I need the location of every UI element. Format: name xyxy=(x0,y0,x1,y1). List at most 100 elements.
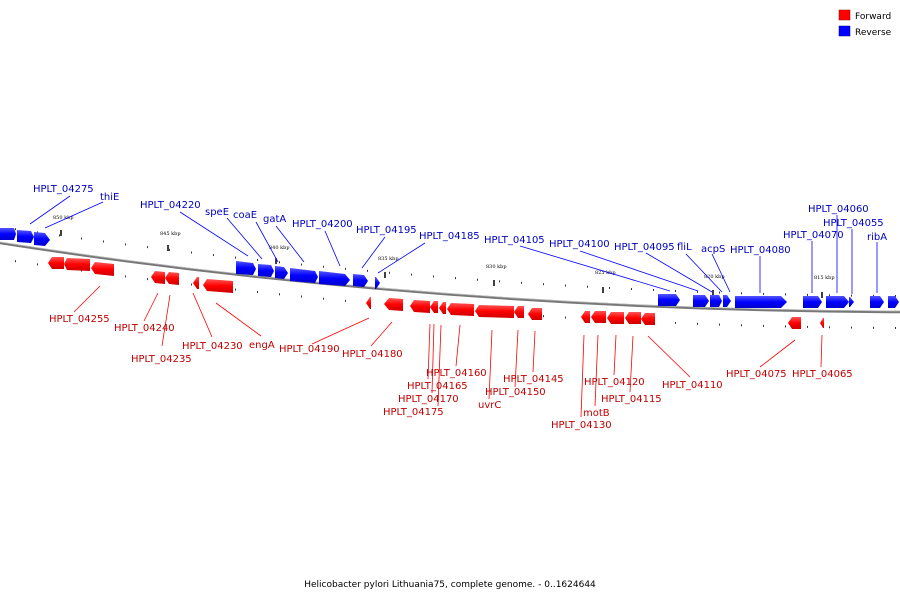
minor-tick xyxy=(829,294,830,297)
minor-tick xyxy=(873,294,874,297)
tick-label: 840 kbp xyxy=(269,245,290,251)
gene-label: HPLT_04230 xyxy=(182,341,243,352)
minor-tick xyxy=(719,323,720,326)
minor-tick xyxy=(191,283,192,286)
minor-tick xyxy=(169,248,170,251)
gene-label: HPLT_04075 xyxy=(726,369,787,380)
gene-label: HPLT_04105 xyxy=(484,235,545,246)
gene-reverse xyxy=(0,228,16,240)
minor-tick xyxy=(191,251,192,254)
minor-tick xyxy=(873,326,874,329)
minor-tick xyxy=(807,293,808,296)
minor-tick xyxy=(103,240,104,243)
legend-reverse-label: Reverse xyxy=(855,28,892,38)
gene-label: engA xyxy=(249,340,275,351)
tick-845: 845 kbp xyxy=(160,231,181,251)
gene-label: HPLT_04170 xyxy=(398,394,459,405)
forward-labels: HPLT_04255 HPLT_04240 HPLT_04235 HPLT_04… xyxy=(49,314,853,431)
reverse-labels: HPLT_04275 thiE HPLT_04220 speE coaE gat… xyxy=(33,184,887,256)
minor-tick xyxy=(719,291,720,294)
gene-label: ribA xyxy=(867,232,887,243)
tick-label: 850 kbp xyxy=(53,215,74,221)
minor-tick xyxy=(763,324,764,327)
minor-tick xyxy=(279,293,280,296)
minor-tick xyxy=(433,275,434,278)
scale-ticks: 850 kbp 845 kbp 840 kbp 835 kbp 830 kbp … xyxy=(53,215,835,298)
gene-label: HPLT_04240 xyxy=(114,323,175,334)
minor-tick xyxy=(125,275,126,278)
genome-backbone-highlight xyxy=(0,241,900,312)
gene-forward xyxy=(439,302,446,314)
reverse-strand xyxy=(0,228,899,308)
minor-tick xyxy=(653,289,654,292)
minor-tick xyxy=(323,265,324,268)
tick-label: 815 kbp xyxy=(814,275,835,281)
minor-tick xyxy=(609,286,610,289)
legend: Forward Reverse xyxy=(838,9,892,38)
minor-tick xyxy=(521,281,522,284)
gene-forward xyxy=(203,279,233,293)
minor-tick xyxy=(587,285,588,288)
minor-tick xyxy=(37,263,38,266)
minor-tick xyxy=(147,246,148,249)
gene-reverse xyxy=(826,296,849,308)
minor-tick xyxy=(631,287,632,290)
minor-tick xyxy=(455,277,456,280)
gene-label: HPLT_04065 xyxy=(792,369,853,380)
minor-tick xyxy=(829,326,830,329)
gene-forward xyxy=(581,311,590,323)
gene-forward xyxy=(410,300,430,313)
tick-850: 850 kbp xyxy=(53,215,74,236)
forward-leaders xyxy=(73,285,823,418)
gene-reverse xyxy=(723,295,731,307)
gene-label: HPLT_04235 xyxy=(131,354,192,365)
minor-tick xyxy=(125,243,126,246)
gene-label: HPLT_04150 xyxy=(485,387,546,398)
gene-forward xyxy=(625,312,641,324)
tick-label: 835 kbp xyxy=(378,256,399,262)
genome-backbone xyxy=(0,241,900,314)
minor-tick xyxy=(697,290,698,293)
gene-forward xyxy=(591,311,606,323)
gene-label: coaE xyxy=(233,210,257,221)
tick-label: 845 kbp xyxy=(160,231,181,237)
gene-label: fliL xyxy=(677,242,692,253)
tick-830: 830 kbp xyxy=(486,264,507,286)
gene-label: HPLT_04275 xyxy=(33,184,94,195)
minor-tick xyxy=(81,237,82,240)
tick-835: 835 kbp xyxy=(378,256,399,278)
minor-tick xyxy=(565,284,566,287)
minor-tick xyxy=(411,273,412,276)
gene-label: HPLT_04145 xyxy=(503,374,564,385)
gene-label: HPLT_04070 xyxy=(783,230,844,241)
minor-tick xyxy=(675,289,676,292)
tick-840: 840 kbp xyxy=(269,245,290,264)
gene-label: HPLT_04130 xyxy=(551,420,612,431)
gene-reverse xyxy=(258,264,274,277)
tick-825: 825 kbp xyxy=(595,270,616,293)
gene-forward xyxy=(193,277,199,289)
forward-strand xyxy=(48,257,824,329)
minor-tick xyxy=(851,326,852,329)
gene-reverse xyxy=(849,297,854,307)
gene-label: HPLT_04185 xyxy=(419,231,480,242)
minor-tick xyxy=(851,294,852,297)
gene-label: HPLT_04255 xyxy=(49,314,110,325)
gene-forward xyxy=(384,298,403,311)
minor-tick xyxy=(15,228,16,231)
gene-reverse xyxy=(275,266,288,279)
gene-label: acpS xyxy=(701,244,725,255)
minor-tick xyxy=(323,297,324,300)
minor-tick xyxy=(565,316,566,319)
gene-forward xyxy=(48,257,64,269)
caption: Helicobacter pylori Lithuania75, complet… xyxy=(304,580,596,590)
gene-reverse xyxy=(658,294,680,306)
gene-label: HPLT_04110 xyxy=(662,380,723,391)
minor-tick xyxy=(235,288,236,291)
tick-820: 820 kbp xyxy=(704,274,725,296)
gene-label: HPLT_04080 xyxy=(730,245,791,256)
minor-tick xyxy=(785,325,786,328)
minor-tick xyxy=(543,283,544,286)
legend-forward-label: Forward xyxy=(855,12,891,22)
gene-label: HPLT_04195 xyxy=(356,225,417,236)
